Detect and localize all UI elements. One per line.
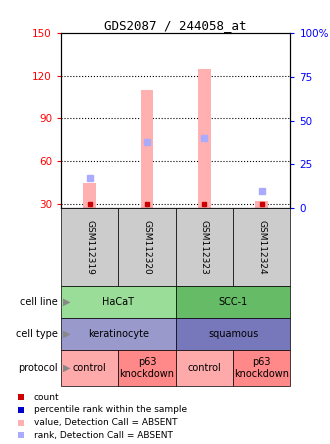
Bar [176,208,233,286]
Text: count: count [34,392,59,402]
Bar [233,350,290,386]
Bar [83,182,96,208]
Text: ▶: ▶ [63,363,70,373]
Text: cell type: cell type [16,329,58,339]
Text: HaCaT: HaCaT [102,297,134,307]
Bar [61,286,176,318]
Bar [198,68,211,208]
Bar [118,208,176,286]
Bar [118,350,176,386]
Bar [176,350,233,386]
Text: GSM112320: GSM112320 [143,220,151,274]
Text: rank, Detection Call = ABSENT: rank, Detection Call = ABSENT [34,431,173,440]
Text: value, Detection Call = ABSENT: value, Detection Call = ABSENT [34,418,177,427]
Bar [233,208,290,286]
Text: percentile rank within the sample: percentile rank within the sample [34,405,187,414]
Text: p63
knockdown: p63 knockdown [234,357,289,379]
Text: cell line: cell line [20,297,58,307]
Text: protocol: protocol [18,363,58,373]
Text: control: control [73,363,107,373]
Text: ▶: ▶ [63,329,70,339]
Text: SCC-1: SCC-1 [218,297,248,307]
Bar [61,208,118,286]
Text: GSM112323: GSM112323 [200,220,209,274]
Bar [61,318,176,350]
Text: GSM112324: GSM112324 [257,220,266,274]
Bar [176,286,290,318]
Text: ▶: ▶ [63,297,70,307]
Title: GDS2087 / 244058_at: GDS2087 / 244058_at [105,19,247,32]
Bar [176,318,290,350]
Bar [61,350,118,386]
Text: squamous: squamous [208,329,258,339]
Text: control: control [187,363,221,373]
Bar [255,201,268,208]
Text: keratinocyte: keratinocyte [88,329,149,339]
Bar [141,90,153,208]
Text: GSM112319: GSM112319 [85,220,94,274]
Text: p63
knockdown: p63 knockdown [119,357,175,379]
